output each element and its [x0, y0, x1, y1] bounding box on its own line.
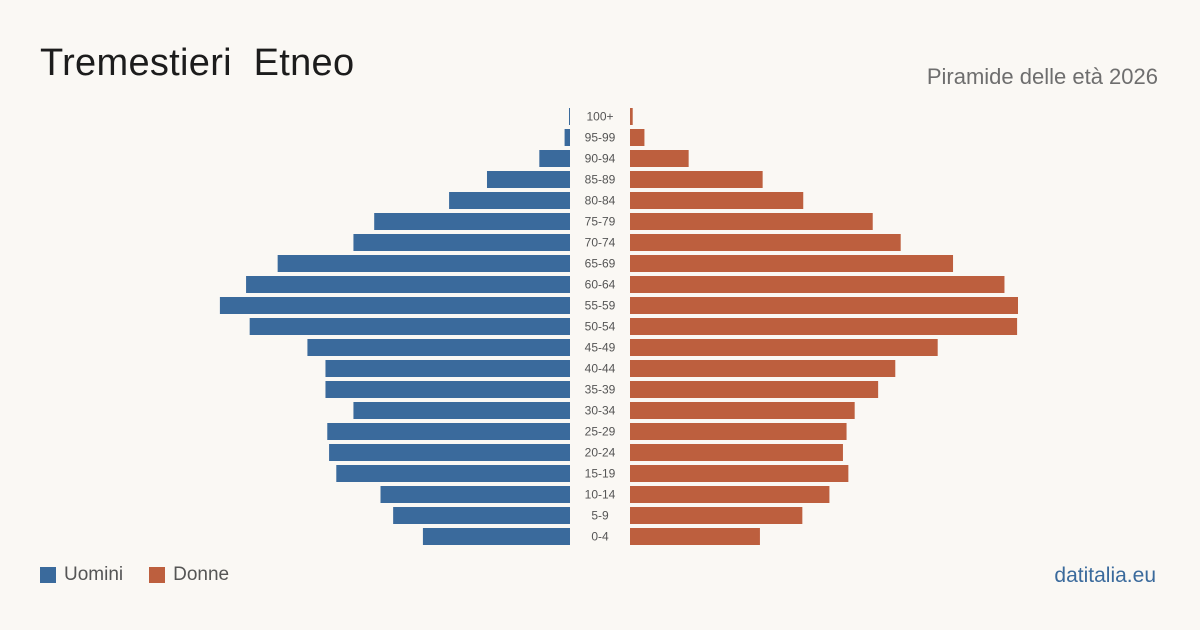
legend-item-women: Donne: [149, 564, 229, 586]
age-label-25-29: 25-29: [585, 425, 616, 439]
bar-women-15-19: [630, 465, 849, 482]
chart-title: Tremestieri Etneo: [40, 42, 355, 84]
age-label-90-94: 90-94: [585, 152, 616, 166]
bar-men-60-64: [246, 276, 570, 293]
bar-men-85-89: [486, 171, 570, 188]
bar-men-75-79: [374, 213, 570, 230]
bar-men-40-44: [325, 360, 570, 377]
bar-women-35-39: [630, 381, 879, 398]
bar-women-20-24: [630, 444, 843, 461]
bar-men-5-9: [393, 507, 570, 524]
bar-men-95-99: [564, 129, 570, 146]
bar-women-85-89: [630, 171, 763, 188]
age-label-60-64: 60-64: [585, 278, 616, 292]
bar-women-45-49: [630, 339, 938, 356]
bar-men-30-34: [353, 402, 570, 419]
bar-men-35-39: [325, 381, 570, 398]
bar-women-80-84: [630, 192, 804, 209]
bar-women-60-64: [630, 276, 1005, 293]
age-label-5-9: 5-9: [591, 509, 609, 523]
bar-women-0-4: [630, 528, 760, 545]
bar-men-10-14: [380, 486, 570, 503]
age-label-40-44: 40-44: [585, 362, 616, 376]
bar-women-40-44: [630, 360, 896, 377]
bar-men-45-49: [307, 339, 570, 356]
bar-women-70-74: [630, 234, 901, 251]
bar-men-100plus: [569, 108, 570, 125]
age-label-55-59: 55-59: [585, 299, 616, 313]
age-label-45-49: 45-49: [585, 341, 616, 355]
legend-label-men: Uomini: [64, 564, 124, 585]
bar-men-65-69: [277, 255, 570, 272]
age-label-50-54: 50-54: [585, 320, 616, 334]
age-label-100plus: 100+: [586, 110, 613, 124]
age-label-35-39: 35-39: [585, 383, 616, 397]
bar-men-70-74: [353, 234, 570, 251]
legend-label-women: Donne: [173, 564, 230, 585]
brand-link[interactable]: datitalia.eu: [1054, 564, 1156, 587]
age-label-15-19: 15-19: [585, 467, 616, 481]
age-label-20-24: 20-24: [585, 446, 616, 460]
age-label-30-34: 30-34: [585, 404, 616, 418]
age-label-95-99: 95-99: [585, 131, 616, 145]
chart-subtitle: Piramide delle età 2026: [926, 64, 1158, 89]
legend: Uomini Donne: [40, 564, 255, 586]
bar-men-55-59: [219, 297, 570, 314]
legend-swatch-women: [149, 567, 166, 583]
bar-women-10-14: [630, 486, 830, 503]
bar-women-25-29: [630, 423, 847, 440]
legend-item-men: Uomini: [40, 564, 123, 586]
bar-women-5-9: [630, 507, 803, 524]
age-label-80-84: 80-84: [585, 194, 616, 208]
bar-women-65-69: [630, 255, 954, 272]
bar-men-15-19: [336, 465, 570, 482]
age-label-85-89: 85-89: [585, 173, 616, 187]
bar-women-75-79: [630, 213, 873, 230]
legend-swatch-men: [40, 567, 56, 583]
bar-women-55-59: [630, 297, 1018, 314]
bar-men-20-24: [329, 444, 570, 461]
bar-men-80-84: [449, 192, 570, 209]
age-label-0-4: 0-4: [591, 530, 609, 544]
bar-men-25-29: [327, 423, 570, 440]
age-label-10-14: 10-14: [585, 488, 616, 502]
bar-women-30-34: [630, 402, 855, 419]
bar-women-100plus: [630, 108, 633, 125]
age-label-70-74: 70-74: [585, 236, 616, 250]
bar-women-50-54: [630, 318, 1018, 335]
bar-men-90-94: [539, 150, 570, 167]
bar-women-95-99: [630, 129, 645, 146]
age-label-75-79: 75-79: [585, 215, 616, 229]
bar-men-0-4: [422, 528, 570, 545]
bar-men-50-54: [249, 318, 570, 335]
bar-women-90-94: [630, 150, 689, 167]
age-label-65-69: 65-69: [585, 257, 616, 271]
